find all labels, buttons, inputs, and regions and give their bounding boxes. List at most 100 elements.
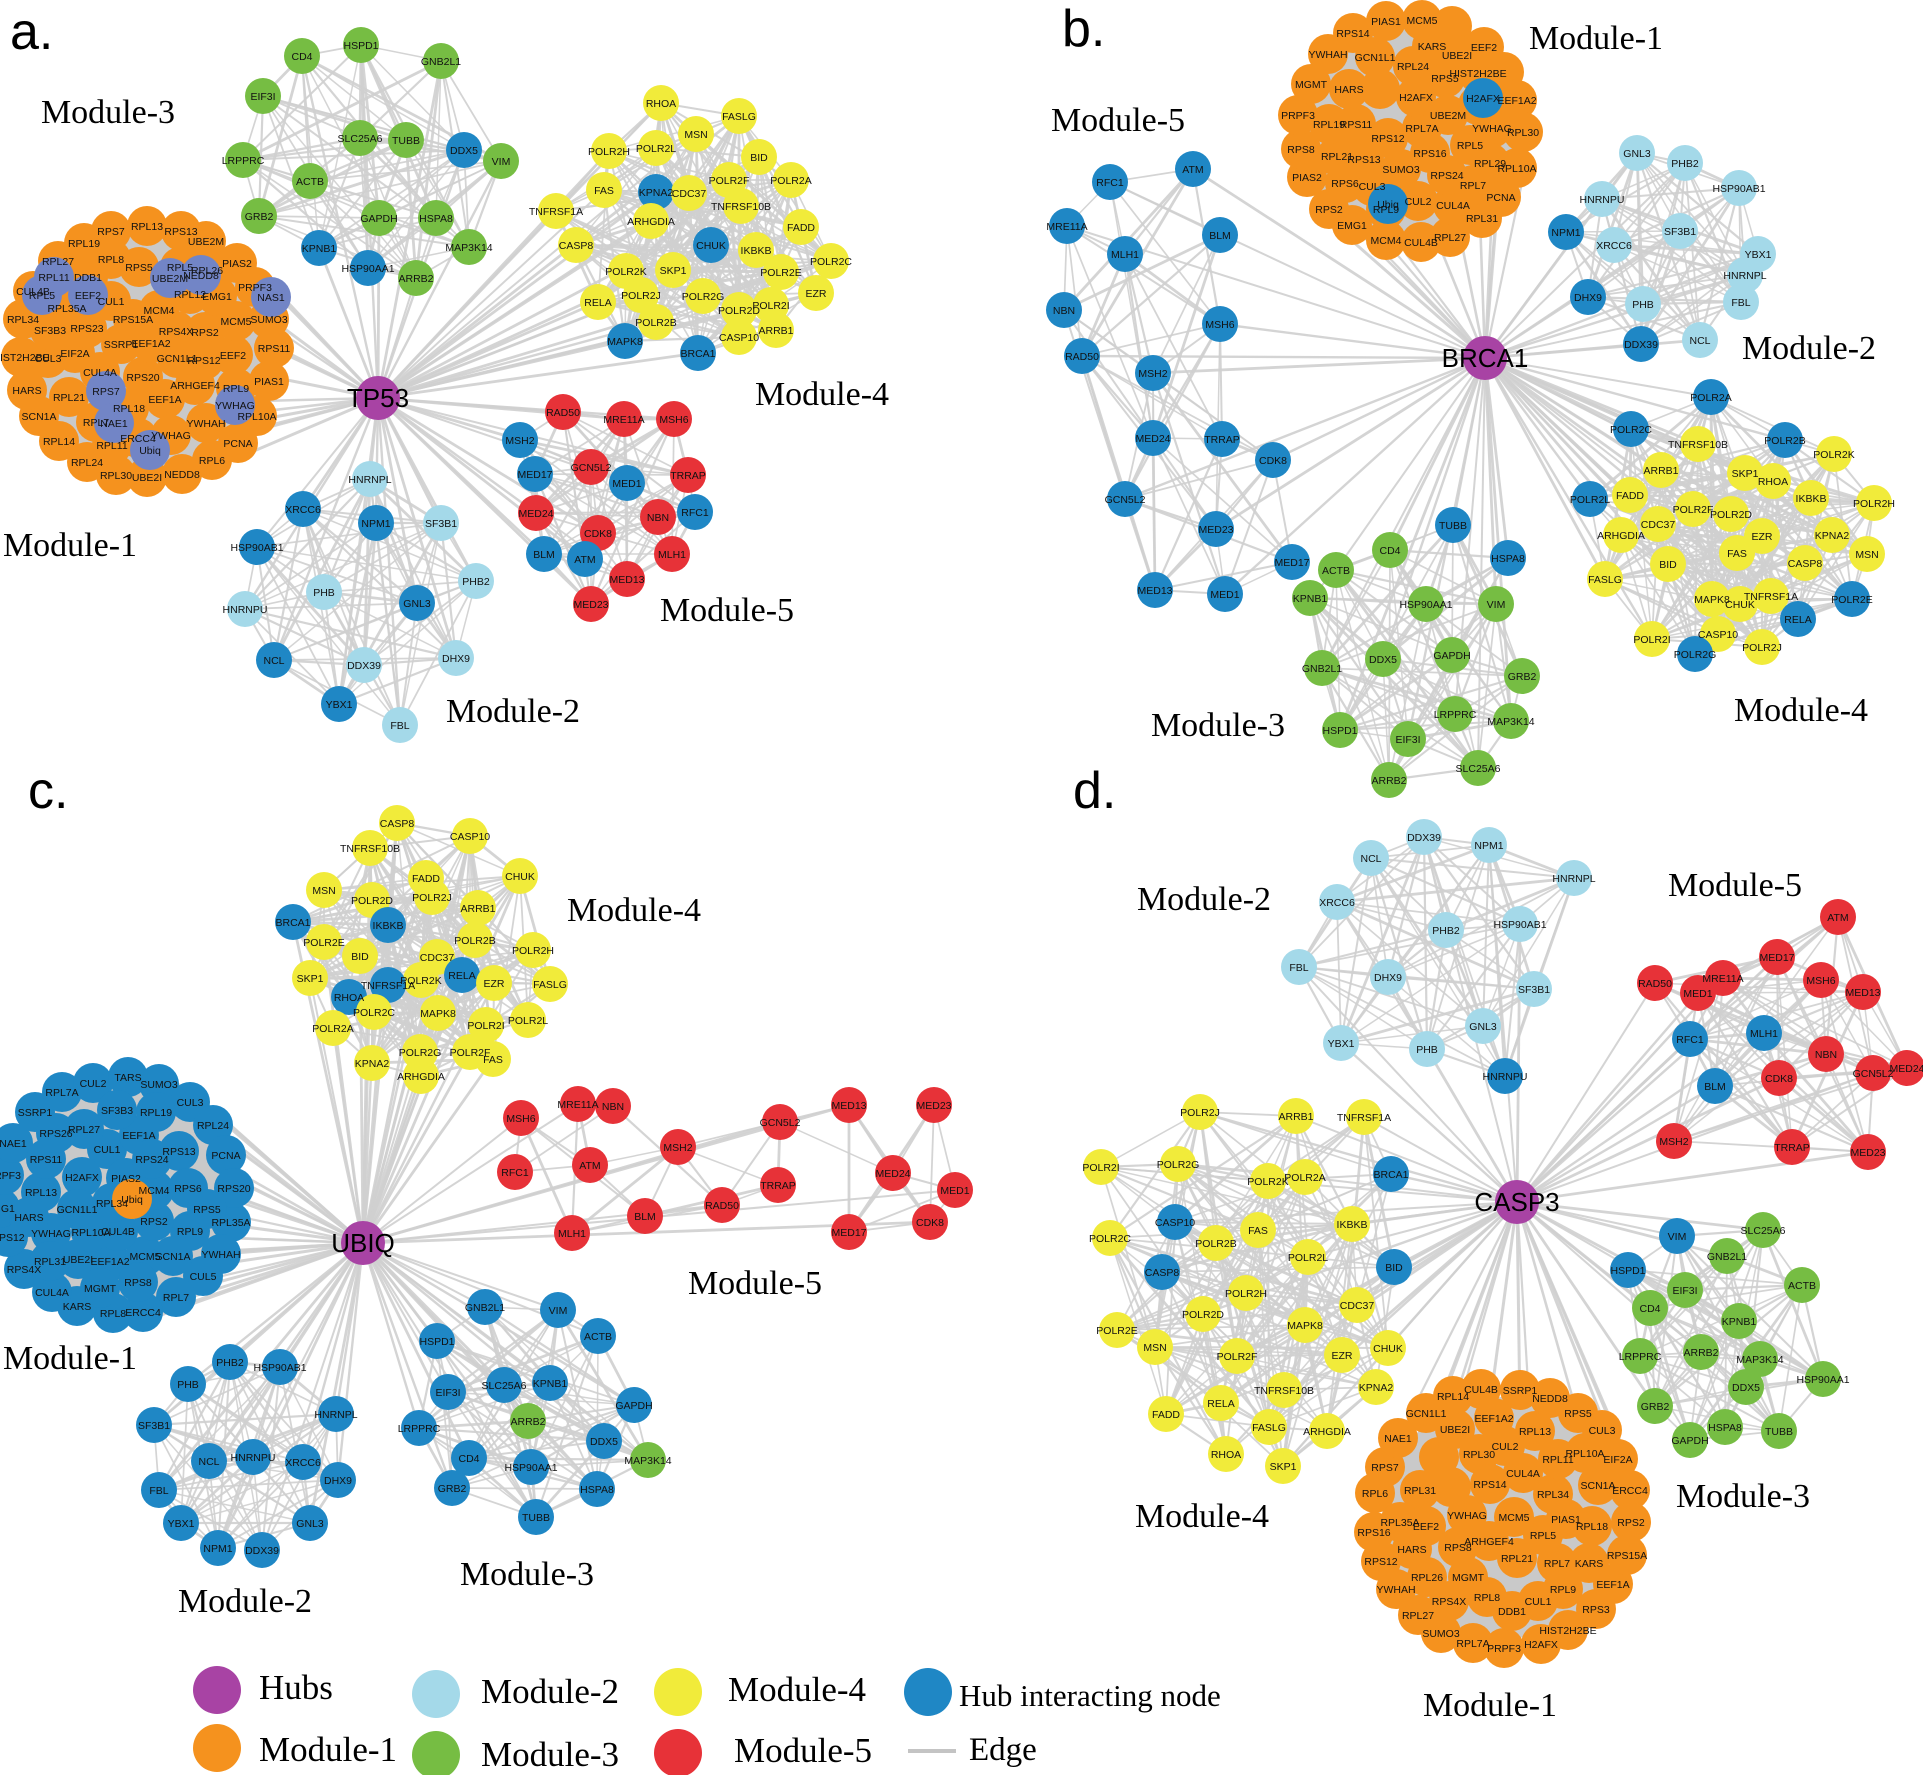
svg-text:RPL7: RPL7: [83, 417, 109, 429]
svg-text:POLR2I: POLR2I: [752, 300, 789, 312]
svg-text:PHB2: PHB2: [1432, 925, 1460, 937]
svg-text:POLR2A: POLR2A: [770, 175, 811, 187]
svg-text:HSPA8: HSPA8: [580, 1484, 614, 1496]
svg-text:EEF1A: EEF1A: [1596, 1579, 1629, 1591]
svg-text:NAE1: NAE1: [1384, 1433, 1412, 1445]
svg-text:RFC1: RFC1: [681, 507, 709, 519]
svg-text:DDX5: DDX5: [450, 145, 478, 157]
svg-text:RPL10A: RPL10A: [1565, 1448, 1604, 1460]
svg-text:CUL3: CUL3: [177, 1097, 204, 1109]
svg-text:H2AFX: H2AFX: [1524, 1639, 1558, 1651]
svg-text:CDC37: CDC37: [420, 952, 455, 964]
svg-text:MAP3K14: MAP3K14: [1487, 716, 1534, 728]
svg-text:IKBKB: IKBKB: [1796, 493, 1827, 505]
svg-text:VIM: VIM: [1668, 1231, 1687, 1243]
svg-text:POLR2G: POLR2G: [1674, 649, 1717, 661]
svg-text:RPL24: RPL24: [71, 457, 103, 469]
svg-text:CHUK: CHUK: [505, 871, 535, 883]
svg-text:BRCA1: BRCA1: [1373, 1169, 1408, 1181]
svg-text:RPS12: RPS12: [0, 1232, 25, 1244]
svg-text:CHUK: CHUK: [1373, 1343, 1403, 1355]
svg-text:MRE11A: MRE11A: [557, 1099, 598, 1111]
svg-text:RPL34: RPL34: [1537, 1489, 1569, 1501]
svg-text:MED17: MED17: [1274, 557, 1309, 569]
svg-text:RPS5: RPS5: [1431, 73, 1459, 85]
svg-text:SSRP1: SSRP1: [104, 339, 139, 351]
svg-text:PHB: PHB: [1632, 299, 1654, 311]
svg-text:SSRP1: SSRP1: [18, 1107, 53, 1119]
svg-text:GAPDH: GAPDH: [360, 213, 397, 225]
svg-text:RPL21: RPL21: [1321, 151, 1353, 163]
svg-text:CASP3: CASP3: [1474, 1187, 1559, 1217]
svg-text:ATM: ATM: [574, 554, 595, 566]
svg-text:RPL31: RPL31: [1466, 213, 1498, 225]
svg-text:TNFRSF1A: TNFRSF1A: [529, 206, 583, 218]
svg-text:MSH2: MSH2: [1659, 1136, 1688, 1148]
svg-text:FAS: FAS: [594, 185, 614, 197]
svg-text:EEF1A2: EEF1A2: [131, 338, 170, 350]
svg-text:NAE1: NAE1: [0, 1138, 27, 1150]
svg-text:Module-3: Module-3: [481, 1735, 619, 1774]
svg-text:POLR2A: POLR2A: [1690, 392, 1731, 404]
svg-text:H2AFX: H2AFX: [1399, 92, 1433, 104]
svg-text:PHB: PHB: [177, 1379, 199, 1391]
svg-text:GNL3: GNL3: [296, 1518, 324, 1530]
svg-text:NBN: NBN: [1053, 305, 1075, 317]
svg-text:BRCA1: BRCA1: [275, 917, 310, 929]
svg-text:H2AFX: H2AFX: [65, 1172, 99, 1184]
svg-text:NCL: NCL: [198, 1456, 219, 1468]
svg-text:GCN5L2: GCN5L2: [571, 462, 612, 474]
svg-text:RPL19: RPL19: [1313, 119, 1345, 131]
svg-text:XRCC6: XRCC6: [1319, 897, 1355, 909]
svg-text:RPL35A: RPL35A: [1380, 1517, 1419, 1529]
svg-text:CUL4B: CUL4B: [1404, 237, 1438, 249]
svg-text:KPNB1: KPNB1: [1722, 1316, 1757, 1328]
svg-text:XRCC6: XRCC6: [1596, 240, 1632, 252]
svg-text:a.: a.: [10, 3, 53, 61]
svg-text:RPL11: RPL11: [96, 440, 127, 452]
svg-text:SCN1A: SCN1A: [21, 411, 56, 423]
svg-text:MED1: MED1: [940, 1185, 969, 1197]
svg-text:SKP1: SKP1: [1270, 1461, 1297, 1473]
svg-text:POLR2C: POLR2C: [1610, 424, 1652, 436]
svg-text:GNB2L1: GNB2L1: [421, 56, 461, 68]
svg-text:KPNA2: KPNA2: [639, 187, 674, 199]
svg-text:POLR2L: POLR2L: [508, 1015, 548, 1027]
svg-text:RPL9: RPL9: [223, 383, 249, 395]
svg-text:RPL35A: RPL35A: [211, 1217, 250, 1229]
svg-text:FADD: FADD: [412, 873, 440, 885]
svg-text:TNFRSF10B: TNFRSF10B: [711, 201, 771, 213]
svg-text:NAS1: NAS1: [257, 292, 285, 304]
svg-text:ARRB2: ARRB2: [1371, 775, 1406, 787]
svg-text:Ubiq: Ubiq: [139, 445, 161, 457]
svg-text:UBE2I: UBE2I: [63, 1254, 93, 1266]
svg-text:c.: c.: [28, 762, 68, 820]
svg-text:CUL4B: CUL4B: [16, 286, 50, 298]
svg-text:DDX39: DDX39: [347, 660, 381, 672]
svg-text:RPL5: RPL5: [1530, 1530, 1556, 1542]
svg-text:RELA: RELA: [448, 970, 475, 982]
svg-text:NBN: NBN: [1815, 1049, 1837, 1061]
svg-text:CDK8: CDK8: [1259, 455, 1287, 467]
svg-text:YWHAH: YWHAH: [186, 418, 225, 430]
svg-text:MED23: MED23: [1850, 1147, 1885, 1159]
svg-text:RPL8: RPL8: [1474, 1592, 1500, 1604]
svg-text:MED23: MED23: [573, 599, 608, 611]
svg-text:MRE11A: MRE11A: [1046, 221, 1087, 233]
svg-text:CASP10: CASP10: [719, 332, 759, 344]
svg-text:MCM4: MCM4: [139, 1185, 170, 1197]
svg-text:LRPPRC: LRPPRC: [222, 155, 265, 167]
svg-text:RPS2: RPS2: [140, 1216, 168, 1228]
svg-text:MED1: MED1: [612, 478, 641, 490]
svg-text:RPL34: RPL34: [96, 1198, 128, 1210]
svg-text:HSPA8: HSPA8: [1491, 553, 1525, 565]
svg-text:HSPA8: HSPA8: [1708, 1422, 1742, 1434]
svg-text:Module-2: Module-2: [1137, 881, 1271, 918]
svg-text:PRPF3: PRPF3: [1487, 1643, 1521, 1655]
svg-text:HSPD1: HSPD1: [1610, 1265, 1645, 1277]
svg-text:HSP90AB1: HSP90AB1: [1493, 919, 1546, 931]
svg-text:HNRNPU: HNRNPU: [231, 1452, 276, 1464]
svg-text:Module-1: Module-1: [3, 527, 137, 564]
svg-text:FAS: FAS: [1727, 548, 1747, 560]
svg-text:RPL5: RPL5: [1457, 140, 1483, 152]
